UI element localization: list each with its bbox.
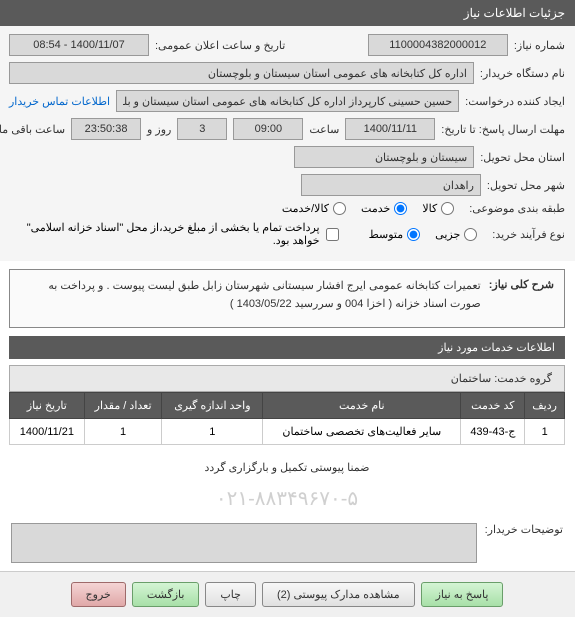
payment-checkbox[interactable]	[327, 228, 340, 241]
print-button[interactable]: چاپ	[206, 582, 257, 607]
col-date: تاریخ نیاز	[11, 393, 86, 419]
col-qty: تعداد / مقدار	[85, 393, 163, 419]
city-field[interactable]	[302, 174, 482, 196]
proc-medium-label: متوسط	[370, 228, 405, 241]
watermark-phone: ۰۲۱-۸۸۳۴۹۶۷۰-۵	[0, 482, 576, 515]
req-no-field[interactable]	[369, 34, 509, 56]
cell-qty: 1	[85, 419, 163, 445]
proc-minor-radio[interactable]: جزیی	[436, 228, 478, 241]
cell-date: 1400/11/21	[11, 419, 86, 445]
process-label: نوع فرآیند خرید:	[493, 228, 566, 241]
province-label: استان محل تحویل:	[481, 151, 566, 164]
table-row[interactable]: 1 ج-43-439 سایر فعالیت‌های تخصصی ساختمان…	[11, 419, 566, 445]
remaining-days-label: روز و	[148, 123, 172, 136]
table-header-row: ردیف کد خدمت نام خدمت واحد اندازه گیری ت…	[11, 393, 566, 419]
proc-minor-input[interactable]	[465, 228, 478, 241]
services-header: اطلاعات خدمات مورد نیاز	[10, 336, 566, 359]
services-table: ردیف کد خدمت نام خدمت واحد اندازه گیری ت…	[10, 392, 566, 445]
description-box: شرح کلی نیاز: تعمیرات کتابخانه عمومی ایر…	[10, 269, 566, 328]
city-label: شهر محل تحویل:	[488, 179, 566, 192]
desc-title-text: تعمیرات کتابخانه عمومی ایرج افشار سیستان…	[21, 278, 482, 313]
cat-both-input[interactable]	[334, 202, 347, 215]
deadline-time-label: ساعت	[310, 123, 340, 136]
proc-minor-label: جزیی	[436, 228, 461, 241]
province-field[interactable]	[295, 146, 475, 168]
cat-both-label: کالا/خدمت	[283, 202, 330, 215]
cat-service-radio[interactable]: خدمت	[362, 202, 408, 215]
payment-note-check[interactable]: پرداخت تمام یا بخشی از مبلغ خرید،از محل …	[10, 221, 340, 247]
cat-service-input[interactable]	[395, 202, 408, 215]
announce-field[interactable]	[10, 34, 150, 56]
group-row: گروه خدمت: ساختمان	[10, 365, 566, 392]
attachments-button[interactable]: مشاهده مدارک پیوستی (2)	[263, 582, 416, 607]
deadline-date-field[interactable]	[346, 118, 436, 140]
cell-unit: 1	[163, 419, 264, 445]
desc-title-label: شرح کلی نیاز:	[490, 278, 555, 313]
page-header: جزئیات اطلاعات نیاز	[0, 0, 576, 26]
col-idx: ردیف	[526, 393, 566, 419]
cat-goods-input[interactable]	[442, 202, 455, 215]
button-bar: پاسخ به نیاز مشاهده مدارک پیوستی (2) چاپ…	[0, 571, 576, 617]
creator-label: ایجاد کننده درخواست:	[466, 95, 566, 108]
remaining-days-field[interactable]	[178, 118, 228, 140]
remaining-label: ساعت باقی مانده	[0, 123, 66, 136]
creator-field[interactable]	[117, 90, 460, 112]
deadline-time-field[interactable]	[234, 118, 304, 140]
req-no-label: شماره نیاز:	[515, 39, 566, 52]
category-label: طبقه بندی موضوعی:	[470, 202, 566, 215]
cell-name: سایر فعالیت‌های تخصصی ساختمان	[264, 419, 462, 445]
col-code: کد خدمت	[462, 393, 526, 419]
group-value: ساختمان	[452, 373, 492, 385]
cell-code: ج-43-439	[462, 419, 526, 445]
cat-both-radio[interactable]: کالا/خدمت	[283, 202, 347, 215]
respond-button[interactable]: پاسخ به نیاز	[422, 582, 505, 607]
col-name: نام خدمت	[264, 393, 462, 419]
col-unit: واحد اندازه گیری	[163, 393, 264, 419]
proc-medium-radio[interactable]: متوسط	[370, 228, 422, 241]
cell-idx: 1	[526, 419, 566, 445]
deadline-label: مهلت ارسال پاسخ: تا تاریخ:	[442, 123, 566, 136]
payment-note-label: پرداخت تمام یا بخشی از مبلغ خرید،از محل …	[10, 221, 321, 247]
buyer-field[interactable]	[10, 62, 475, 84]
comment-label: توضیحات خریدار:	[486, 523, 564, 536]
contact-link[interactable]: اطلاعات تماس خریدار	[10, 95, 111, 108]
comment-textarea[interactable]	[12, 523, 478, 563]
comment-row: توضیحات خریدار:	[0, 515, 576, 571]
page-title: جزئیات اطلاعات نیاز	[465, 6, 566, 20]
remaining-time-field[interactable]	[72, 118, 142, 140]
cat-service-label: خدمت	[362, 202, 391, 215]
cat-goods-label: کالا	[423, 202, 438, 215]
cat-goods-radio[interactable]: کالا	[423, 202, 455, 215]
announce-label: تاریخ و ساعت اعلان عمومی:	[156, 39, 286, 52]
proc-medium-input[interactable]	[408, 228, 421, 241]
form-section: شماره نیاز: تاریخ و ساعت اعلان عمومی: نا…	[0, 26, 576, 261]
back-button[interactable]: بازگشت	[133, 582, 201, 607]
exit-button[interactable]: خروج	[72, 582, 127, 607]
attachment-note: ضمنا پیوستی تکمیل و بارگزاری گردد	[0, 453, 576, 482]
group-label: گروه خدمت:	[495, 373, 553, 385]
buyer-label: نام دستگاه خریدار:	[481, 67, 566, 80]
